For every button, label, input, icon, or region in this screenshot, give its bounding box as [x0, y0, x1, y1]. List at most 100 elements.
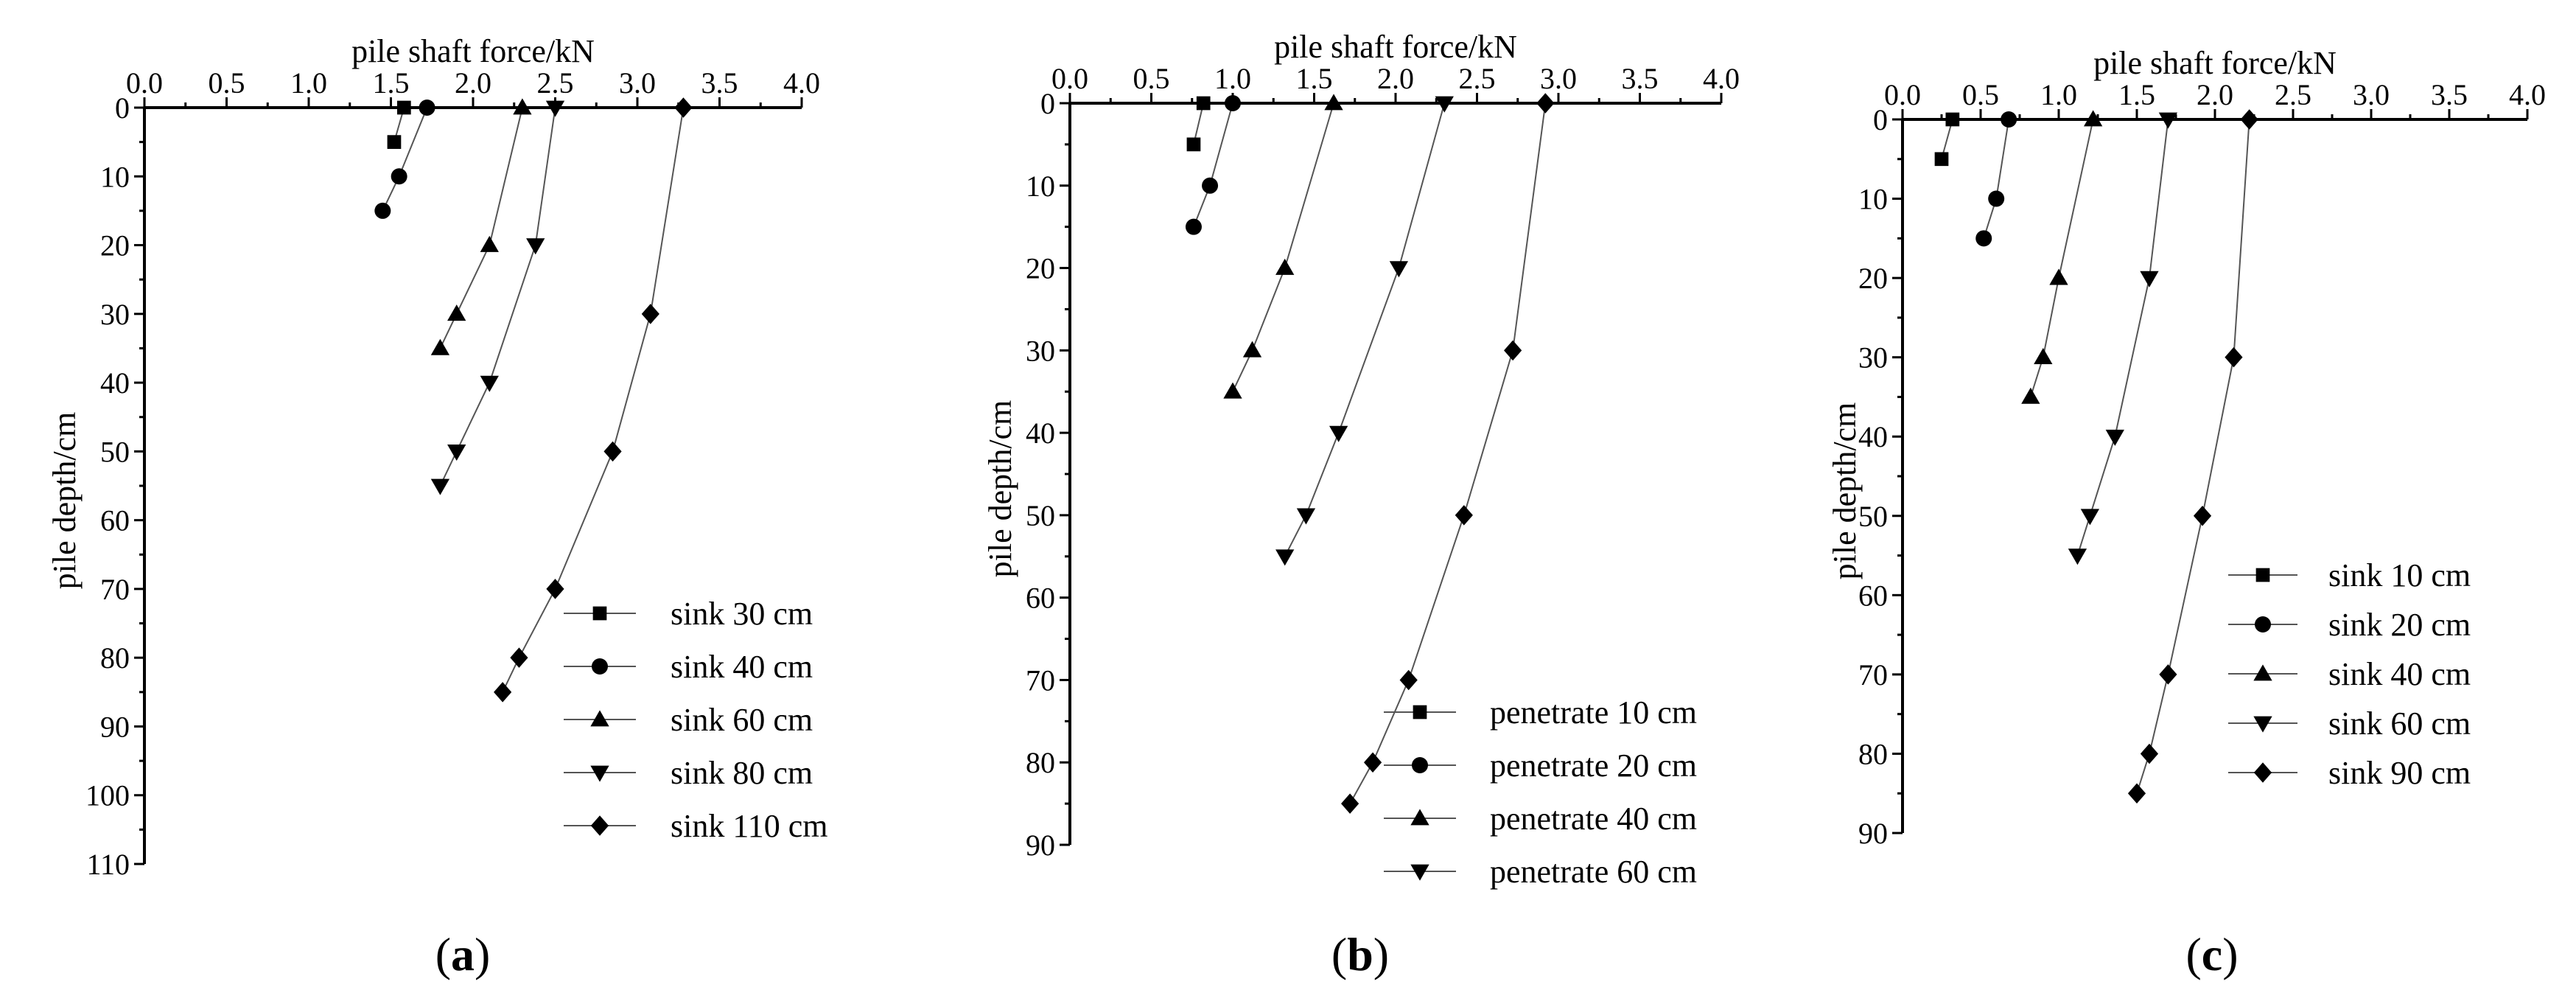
data-point-diamond [510, 647, 528, 668]
data-point-diamond [2127, 783, 2146, 804]
data-point-diamond [1504, 340, 1522, 361]
series-line-4 [2136, 119, 2250, 794]
panel-label: (c) [2185, 928, 2238, 980]
panel-label-open-paren: ( [1331, 928, 1347, 980]
y-tick-label: 60 [100, 504, 130, 537]
legend-marker-diamond [590, 815, 609, 836]
y-tick-label: 110 [86, 848, 130, 881]
y-tick-label: 60 [1026, 582, 1055, 615]
series-line-1 [1983, 119, 2010, 239]
series-line-4 [1349, 102, 1547, 804]
data-point-square [1945, 112, 1960, 127]
legend-marker-triangle-up [1410, 809, 1429, 826]
legend-entry-label: penetrate 40 cm [1490, 801, 1697, 837]
data-point-triangle-down [1329, 425, 1348, 442]
x-tick-label: 3.5 [2431, 78, 2468, 111]
legend-entry-label: sink 60 cm [2328, 705, 2471, 742]
x-tick-label: 0.5 [1133, 62, 1170, 95]
y-tick-label: 10 [1026, 170, 1055, 203]
x-tick-label: 2.5 [1459, 62, 1496, 95]
data-point-diamond [1455, 505, 1473, 526]
legend-entry-label: sink 80 cm [671, 755, 813, 791]
data-point-diamond [2240, 109, 2258, 130]
x-axis-title: pile shaft force/kN [351, 33, 595, 69]
x-tick-label: 0.0 [1884, 78, 1921, 111]
series-line-2 [1232, 102, 1334, 392]
x-tick-label: 0.0 [1051, 62, 1088, 95]
x-tick-label: 0.0 [126, 66, 163, 100]
x-tick-label: 4.0 [2509, 78, 2546, 111]
y-tick-label: 20 [1858, 262, 1888, 295]
legend-entry-label: sink 40 cm [671, 649, 813, 685]
y-tick-label: 30 [1026, 334, 1055, 367]
legend-entry-label: penetrate 20 cm [1490, 748, 1697, 784]
legend-marker-circle [1412, 757, 1428, 773]
data-point-circle [1185, 218, 1202, 235]
series-line-2 [439, 107, 523, 349]
y-tick-label: 80 [1026, 746, 1055, 779]
legend: penetrate 10 cm penetrate 20 cm penetrate … [1384, 694, 1697, 890]
panel-label-close-paren: ) [2222, 928, 2238, 980]
data-point-diamond [603, 441, 622, 462]
legend-entry-label: penetrate 60 cm [1490, 854, 1697, 890]
legend-marker-circle [592, 658, 608, 675]
data-point-triangle-down [545, 100, 565, 117]
x-tick-label: 3.5 [1622, 62, 1659, 95]
legend: sink 30 cm sink 40 cm sink 60 cm sink 80 cm… [564, 596, 827, 844]
data-point-triangle-down [2080, 509, 2100, 526]
data-point-diamond [1536, 93, 1555, 114]
y-tick-label: 70 [1026, 663, 1055, 697]
x-tick-label: 1.5 [2118, 78, 2155, 111]
y-tick-label: 40 [1858, 420, 1888, 453]
chart-panel-c: 0.0 0.5 1.0 1.5 2.0 2.5 3.0 3.5 4.0 0 10 20 30 40 50 60… [1827, 45, 2546, 980]
x-tick-label: 1.0 [1214, 62, 1251, 95]
y-tick-label: 90 [1026, 829, 1055, 862]
data-point-triangle-down [1389, 261, 1409, 278]
legend-marker-circle [2255, 616, 2271, 633]
legend-marker-triangle-down [2253, 716, 2272, 733]
x-tick-label: 3.5 [701, 66, 738, 100]
panel-label-letter: c [2202, 928, 2222, 980]
data-point-triangle-up [1223, 382, 1242, 399]
data-point-diamond [1399, 669, 1418, 691]
legend-entry-label: penetrate 10 cm [1490, 694, 1697, 731]
x-tick-label: 2.5 [2275, 78, 2311, 111]
panel-label-close-paren: ) [475, 928, 490, 980]
data-point-circle [391, 168, 407, 185]
y-tick-label: 20 [100, 229, 130, 262]
y-tick-label: 30 [100, 298, 130, 331]
data-point-triangle-up [430, 338, 450, 355]
data-point-triangle-up [2049, 268, 2068, 285]
data-point-square [1934, 152, 1949, 167]
x-tick-label: 2.0 [1377, 62, 1414, 95]
y-tick-label: 40 [100, 366, 130, 400]
x-tick-label: 3.0 [619, 66, 656, 100]
data-point-square [1196, 96, 1211, 111]
data-point-triangle-down [2105, 429, 2124, 446]
legend: sink 10 cm sink 20 cm sink 40 cm sink 60 cm… [2228, 557, 2471, 791]
x-tick-label: 3.0 [1540, 62, 1577, 95]
y-tick-label: 50 [100, 435, 130, 468]
data-point-diamond [494, 682, 512, 703]
data-point-diamond [1363, 752, 1382, 773]
panel-label-open-paren: ( [435, 928, 451, 980]
y-tick-label: 0 [1040, 87, 1055, 120]
panel-label: (a) [435, 928, 491, 980]
y-tick-label: 60 [1858, 579, 1888, 612]
y-tick-label: 80 [1858, 737, 1888, 770]
series-line-2 [2029, 119, 2094, 397]
legend-entry-label: sink 30 cm [671, 596, 813, 632]
series-line-3 [439, 107, 556, 487]
data-point-triangle-up [1324, 94, 1343, 111]
x-axis-title: pile shaft force/kN [2093, 45, 2337, 81]
x-tick-label: 0.5 [1962, 78, 1999, 111]
y-tick-label: 100 [85, 779, 130, 812]
y-tick-label: 0 [1873, 103, 1888, 136]
data-point-triangle-down [2158, 112, 2178, 129]
data-point-diamond [2140, 743, 2159, 764]
data-point-triangle-down [526, 238, 545, 255]
y-tick-label: 70 [100, 573, 130, 606]
legend-marker-triangle-up [2253, 664, 2272, 681]
x-tick-label: 0.5 [209, 66, 245, 100]
